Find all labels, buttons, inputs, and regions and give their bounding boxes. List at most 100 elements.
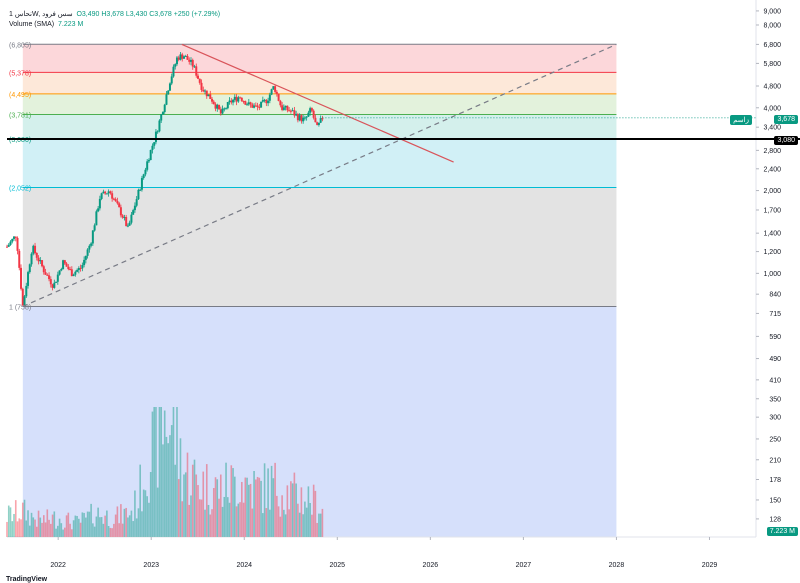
candle-body-72 bbox=[132, 210, 135, 215]
volume-bar-173 bbox=[309, 503, 311, 537]
volume-bar-60 bbox=[111, 528, 113, 537]
volume-bar-156 bbox=[279, 516, 282, 537]
candle-body-119 bbox=[214, 104, 217, 109]
volume-bar-147 bbox=[263, 463, 266, 537]
candle-body-112 bbox=[202, 89, 205, 92]
volume-bar-79 bbox=[144, 490, 147, 537]
candle-body-86 bbox=[156, 131, 159, 133]
volume-bar-73 bbox=[134, 490, 136, 537]
candle-body-118 bbox=[212, 101, 215, 105]
volume-bar-38 bbox=[72, 520, 75, 537]
volume-bar-100 bbox=[181, 501, 184, 537]
volume-bar-134 bbox=[241, 481, 243, 537]
candle-body-91 bbox=[165, 94, 168, 105]
volume-bar-150 bbox=[269, 509, 271, 537]
candle-body-159 bbox=[284, 105, 287, 108]
candle-body-171 bbox=[305, 116, 308, 118]
volume-bar-149 bbox=[267, 468, 269, 537]
candle-body-122 bbox=[219, 109, 222, 114]
candle-body-131 bbox=[235, 96, 238, 102]
y-tick-label-7: 2,800 bbox=[763, 148, 781, 155]
volume-bar-42 bbox=[79, 522, 82, 537]
volume-bar-24 bbox=[48, 519, 50, 537]
volume-bar-92 bbox=[167, 443, 170, 537]
candle-body-178 bbox=[317, 122, 320, 125]
candle-body-80 bbox=[146, 161, 149, 170]
candle-body-167 bbox=[298, 115, 301, 121]
candle-body-154 bbox=[275, 91, 278, 94]
fib-zone-4 bbox=[22, 138, 617, 188]
candle-body-130 bbox=[233, 96, 236, 100]
volume-bar-126 bbox=[226, 497, 229, 537]
candle-body-15 bbox=[32, 245, 35, 254]
candle-body-50 bbox=[93, 225, 96, 231]
volume-bar-37 bbox=[71, 529, 73, 537]
candle-body-87 bbox=[158, 120, 161, 132]
fib-level-label-0: (6,805) bbox=[9, 42, 31, 49]
volume-bar-162 bbox=[290, 481, 292, 537]
volume-bar-4 bbox=[13, 513, 15, 537]
symbol-legend: 1 نحاسW, سس فرود O3,490 H3,678 L3,430 C3… bbox=[9, 10, 220, 18]
volume-bar-177 bbox=[316, 522, 318, 537]
candle-body-172 bbox=[307, 112, 310, 117]
candle-body-174 bbox=[310, 108, 313, 111]
candle-body-143 bbox=[256, 105, 259, 108]
candle-body-156 bbox=[279, 100, 282, 106]
candle-body-168 bbox=[300, 115, 303, 122]
volume-bar-167 bbox=[298, 512, 301, 537]
candle-body-17 bbox=[35, 252, 38, 258]
volume-bar-145 bbox=[260, 480, 262, 537]
volume-bar-52 bbox=[97, 507, 99, 537]
y-tick-label-11: 1,400 bbox=[763, 231, 781, 238]
volume-bar-25 bbox=[50, 523, 52, 537]
volume-bar-8 bbox=[20, 519, 22, 537]
candle-body-81 bbox=[147, 160, 150, 162]
volume-bar-19 bbox=[39, 517, 42, 537]
candle-body-125 bbox=[225, 108, 228, 110]
candle-body-77 bbox=[140, 178, 143, 190]
y-tick-label-24: 150 bbox=[769, 497, 781, 504]
volume-bar-95 bbox=[172, 407, 175, 537]
volume-bar-148 bbox=[265, 508, 268, 537]
fib-zone-5 bbox=[22, 187, 617, 307]
y-tick-label-1: 8,000 bbox=[763, 22, 781, 29]
symbol-name[interactable]: 1 نحاسW, سس فرود bbox=[9, 11, 73, 18]
y-tick-label-13: 1,000 bbox=[763, 271, 781, 278]
volume-bar-44 bbox=[83, 512, 85, 537]
volume-bar-90 bbox=[163, 410, 166, 537]
volume-bar-48 bbox=[90, 503, 92, 537]
volume-bar-128 bbox=[230, 465, 233, 537]
volume-bar-113 bbox=[204, 509, 206, 537]
candle-body-28 bbox=[55, 281, 58, 283]
candle-body-108 bbox=[195, 66, 198, 76]
volume-bar-143 bbox=[256, 476, 259, 537]
volume-bar-106 bbox=[191, 464, 194, 537]
volume-label[interactable]: Volume (SMA) bbox=[9, 21, 55, 28]
volume-bar-108 bbox=[195, 474, 198, 537]
volume-bar-168 bbox=[300, 487, 303, 537]
volume-bar-34 bbox=[65, 515, 68, 537]
y-tick-label-25: 128 bbox=[769, 516, 781, 523]
volume-bar-49 bbox=[92, 523, 94, 537]
last-price-badge: 3,678 bbox=[774, 115, 798, 124]
volume-bar-146 bbox=[262, 513, 264, 537]
volume-bar-178 bbox=[318, 513, 320, 537]
candle-body-62 bbox=[114, 199, 117, 202]
candle-body-71 bbox=[130, 214, 133, 223]
volume-bar-179 bbox=[319, 513, 322, 537]
candle-body-148 bbox=[265, 99, 268, 104]
volume-bar-102 bbox=[184, 472, 187, 537]
volume-bar-69 bbox=[127, 517, 129, 537]
fib-level-label-6: 1 (758) bbox=[9, 304, 31, 311]
candle-body-39 bbox=[74, 271, 77, 275]
candle-body-11 bbox=[25, 285, 28, 297]
volume-bar-175 bbox=[312, 484, 315, 537]
candle-body-121 bbox=[218, 104, 221, 110]
volume-bar-29 bbox=[57, 525, 59, 537]
volume-bar-0 bbox=[6, 521, 8, 537]
candle-body-138 bbox=[247, 102, 250, 105]
candle-body-41 bbox=[77, 267, 80, 271]
candle-body-142 bbox=[254, 105, 257, 107]
candle-body-33 bbox=[63, 260, 66, 264]
